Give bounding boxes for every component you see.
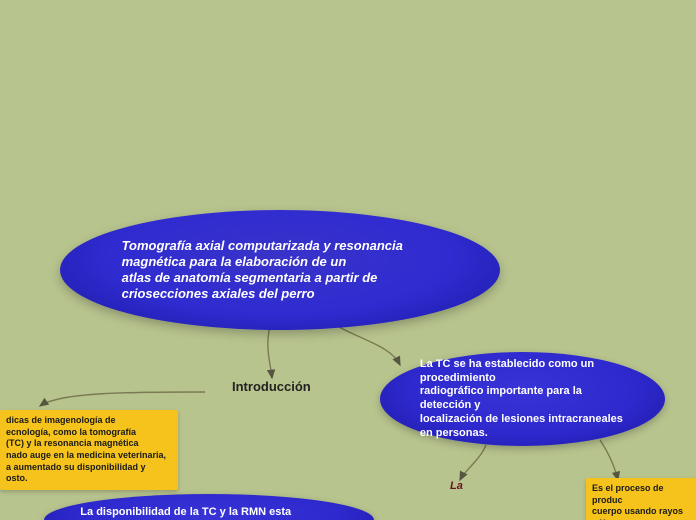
mindmap-canvas: Tomografía axial computarizada y resonan…: [0, 0, 696, 520]
node-tc-establecido-text: La TC se ha establecido como un procedim…: [420, 358, 625, 441]
root-node-title-text: Tomografía axial computarizada y resonan…: [122, 238, 439, 303]
la-label[interactable]: La: [450, 480, 463, 492]
node-disponibilidad[interactable]: La disponibilidad de la TC y la RMN esta…: [44, 494, 374, 520]
note-yellow-right[interactable]: Es el proceso de produccuerpo usando ray…: [586, 478, 696, 520]
node-disponibilidad-text: La disponibilidad de la TC y la RMN esta…: [80, 506, 337, 520]
note-yellow-left[interactable]: dicas de imagenología deecnología, como …: [0, 410, 178, 490]
node-tc-establecido[interactable]: La TC se ha establecido como un procedim…: [380, 352, 665, 446]
intro-label[interactable]: Introducción: [232, 379, 311, 394]
root-node-title[interactable]: Tomografía axial computarizada y resonan…: [60, 210, 500, 330]
